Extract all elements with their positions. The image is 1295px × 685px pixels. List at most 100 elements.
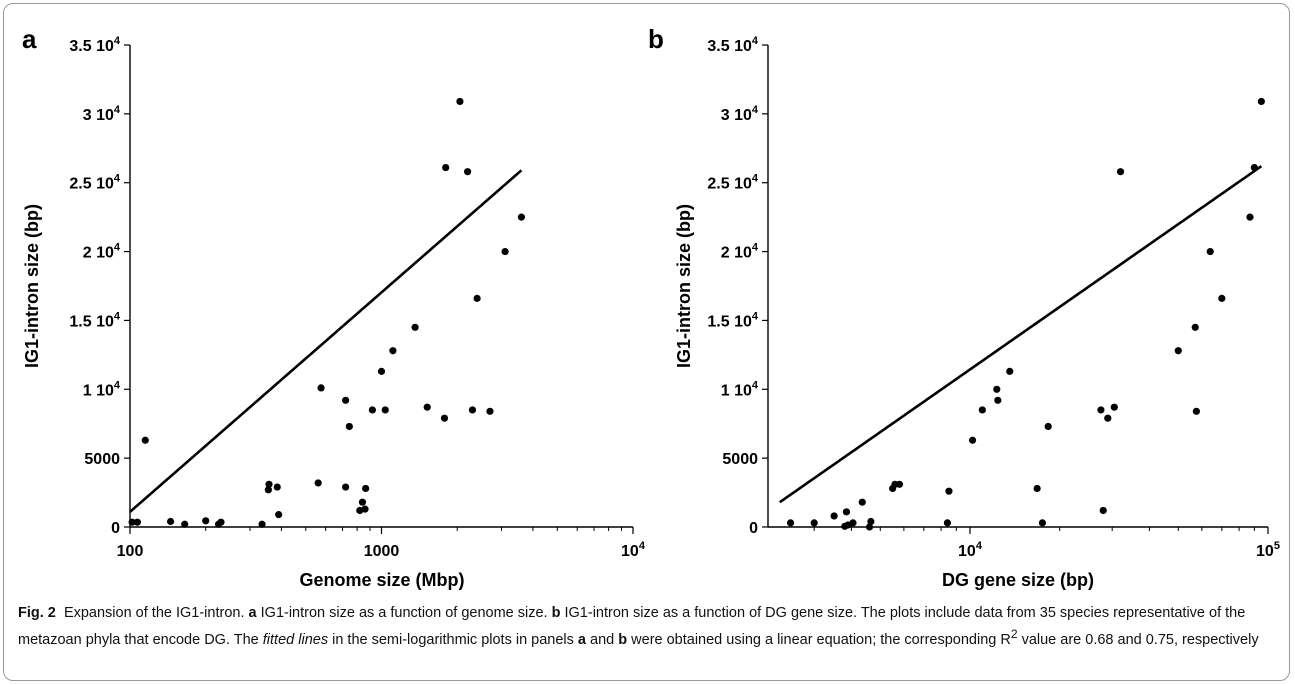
- panel-b-x-tick-label-mantissa: 10: [1256, 543, 1274, 560]
- caption-b-label: b: [551, 605, 561, 621]
- panel-b-y-tick-label: 1.5 104: [707, 310, 758, 330]
- panel-a-x-tick-label-mantissa: 10: [621, 543, 639, 560]
- panel-b-y-tick-label: 2 104: [721, 242, 759, 262]
- caption-s5: were obtained using a linear equation; t…: [631, 631, 1011, 648]
- caption-b-label-2: b: [618, 631, 628, 648]
- panel-a-data-point: [486, 407, 494, 415]
- panel-b-data-point: [849, 519, 857, 527]
- panel-b-data-point: [1192, 407, 1200, 415]
- panel-b-data-point: [1006, 367, 1014, 375]
- panel-b-x-tick-label-exponent: 4: [976, 540, 983, 552]
- panel-a-x-tick-label: 100: [117, 543, 144, 560]
- caption-s2: IG1-intron size as a function of genome …: [260, 605, 548, 621]
- caption-s4: in the semi-logarithmic plots in panels: [332, 631, 574, 648]
- panel-a-y-tick-label-exponent: 4: [114, 173, 121, 185]
- panel-b-data-point: [1257, 97, 1265, 106]
- panel-a-data-point: [362, 484, 370, 493]
- panel-b-data-point: [943, 519, 952, 527]
- panel-a-x-tick-label: 1000: [364, 543, 400, 560]
- caption-fitted-lines: fitted lines: [262, 631, 329, 648]
- panel-b-data-point: [1104, 414, 1112, 422]
- panel-a-data-point: [166, 517, 175, 526]
- panel-a-data-point: [273, 483, 281, 491]
- panel-a-data-point: [464, 168, 472, 176]
- panel-b-data-point: [1174, 347, 1182, 355]
- panel-b-data-point: [1116, 168, 1125, 176]
- panel-a-y-tick-label-exponent: 4: [114, 242, 121, 254]
- panel-b-data-point: [842, 508, 851, 516]
- caption-s3: IG1-intron size as a function of DG gene…: [18, 605, 1246, 648]
- panel-b-data-point: [1191, 323, 1199, 331]
- figure-frame: [3, 3, 1290, 681]
- panel-a-y-tick-label-mantissa: 3.5 10: [69, 38, 114, 55]
- panel-a-data-point: [317, 384, 325, 392]
- panel-a-y-tick-label: 5000: [84, 451, 120, 468]
- panel-a-data-point: [342, 396, 350, 404]
- panel-a-data-point: [358, 498, 367, 506]
- panel-a-data-point: [361, 505, 369, 513]
- panel-b-y-tick-label-exponent: 4: [752, 35, 759, 47]
- panel-b-data-point: [1246, 213, 1254, 221]
- panel-b-y-tick-label: 3.5 104: [707, 35, 758, 55]
- panel-b-y-tick-label-exponent: 4: [752, 104, 759, 116]
- panel-a-y-tick-label-exponent: 4: [114, 310, 121, 322]
- panel-b-y-tick-label-exponent: 4: [752, 379, 759, 391]
- panel-b-y-tick-label-mantissa: 0: [749, 520, 758, 537]
- panel-a-data-point: [258, 520, 266, 528]
- panel-a-data-point: [133, 518, 141, 526]
- panel-a-y-tick-label: 2 104: [83, 242, 121, 262]
- panel-b-y-tick-label-mantissa: 2.5 10: [707, 176, 752, 193]
- panel-a-y-tick-label: 1 104: [83, 379, 121, 399]
- panel-a-data-point: [345, 422, 353, 431]
- panel-a-data-point: [265, 480, 273, 488]
- panel-a-y-tick-label-mantissa: 1.5 10: [69, 313, 114, 330]
- panel-a-data-point: [456, 97, 464, 106]
- panel-b-y-tick-label-mantissa: 5000: [722, 451, 758, 468]
- panel-a-data-point: [473, 294, 481, 302]
- panel-a-y-tick-label-mantissa: 3 10: [83, 107, 114, 124]
- panel-a-data-point: [411, 323, 419, 331]
- caption-sup: 2: [1010, 626, 1018, 641]
- caption-a-label: a: [248, 605, 257, 621]
- panel-b-data-point: [830, 512, 838, 520]
- panel-a-data-point: [264, 486, 272, 494]
- panel-b-data-point: [865, 523, 874, 531]
- panel-a-y-tick-label-mantissa: 2 10: [83, 245, 114, 262]
- panel-a-data-point: [202, 517, 210, 525]
- panel-b-y-tick-label: 5000: [722, 451, 758, 468]
- caption-s6: value are 0.68 and 0.75, respectively: [1021, 631, 1259, 648]
- panel-a-data-point: [368, 406, 376, 414]
- panel-a-x-tick-label-mantissa: 1000: [364, 543, 400, 560]
- panel-a-y-tick-label: 1.5 104: [69, 310, 120, 330]
- panel-b-y-tick-label: 2.5 104: [707, 173, 758, 193]
- panel-b-y-tick-label-exponent: 4: [752, 173, 759, 185]
- panel-b-data-point: [858, 498, 866, 506]
- panel-b-data-point: [1110, 403, 1118, 411]
- panel-b-y-tick-label-exponent: 4: [752, 242, 759, 254]
- panel-b-y-tick-label-mantissa: 1.5 10: [707, 313, 752, 330]
- panel-a-data-point: [381, 406, 389, 414]
- panel-a-data-point: [314, 479, 322, 487]
- panel-a-y-tick-label-exponent: 4: [114, 379, 121, 391]
- caption-and: and: [590, 631, 615, 648]
- panel-a-data-point: [442, 163, 450, 172]
- panel-b-y-tick-label-mantissa: 3.5 10: [707, 38, 752, 55]
- panel-b-y-axis-title: IG1-intron size (bp): [674, 204, 694, 368]
- panel-b-y-tick-label-mantissa: 2 10: [721, 245, 752, 262]
- panel-a-data-point: [377, 367, 386, 375]
- panel-b-fitted-line: [779, 165, 1263, 504]
- panel-a-y-tick-label: 3.5 104: [69, 35, 120, 55]
- panel-a-data-point: [181, 520, 189, 528]
- panel-b-data-point: [786, 519, 795, 527]
- panel-a-data-point: [141, 436, 149, 444]
- panel-a-data-point: [342, 483, 350, 491]
- panel-b-data-point: [968, 436, 977, 444]
- panel-a-x-tick-label: 104: [621, 540, 646, 560]
- panel-b-data-point: [1033, 484, 1041, 493]
- panel-a-fitted-line: [129, 169, 523, 513]
- panel-b-y-tick-label-exponent: 4: [752, 310, 759, 322]
- panel-b-data-point: [1206, 247, 1214, 256]
- panel-b-data-point: [1218, 294, 1226, 302]
- panel-b-data-point: [1044, 422, 1052, 431]
